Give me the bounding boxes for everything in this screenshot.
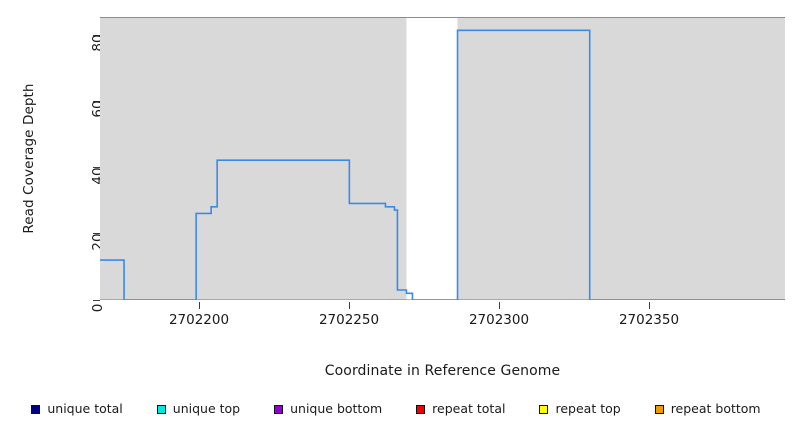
legend-item[interactable]: repeat top [539,400,621,416]
legend-swatch-icon [416,404,426,414]
y-tick-mark [93,299,100,301]
legend-label: repeat total [432,400,506,416]
legend-swatch-icon [156,404,166,414]
legend-swatch-icon [539,404,549,414]
legend-swatch-icon [31,404,41,414]
y-tick-mark [93,34,100,36]
legend-item[interactable]: unique total [31,400,123,416]
y-axis: 0 20 40 60 80 [0,0,106,432]
y-tick-mark [93,233,100,235]
legend-item[interactable]: unique bottom [274,400,383,416]
x-axis-title: Coordinate in Reference Genome [324,363,561,379]
series-line-unique-total [100,29,785,300]
legend-label: unique top [172,400,241,416]
coverage-gap-region [406,17,458,300]
legend-swatch-icon [654,404,664,414]
legend-item[interactable]: repeat total [416,400,506,416]
y-tick-mark [93,100,100,102]
x-tick-label: 2702250 [318,312,380,328]
plot-panel [100,17,785,300]
legend-label: repeat bottom [670,400,761,416]
x-tick-label: 2702300 [468,312,530,328]
x-tick-mark [198,302,200,309]
x-tick-label: 2702200 [168,312,230,328]
legend-item[interactable]: unique top [156,400,241,416]
legend-label: repeat top [555,400,621,416]
y-tick-mark [93,167,100,168]
x-axis: 2702200 2702250 2702300 2702350 [100,300,785,340]
plot-canvas [100,17,785,300]
legend-label: unique bottom [290,400,383,416]
legend-swatch-icon [274,404,284,414]
x-tick-mark [498,302,500,309]
legend-item[interactable]: repeat bottom [654,400,761,416]
x-tick-mark [348,302,350,309]
legend: unique total unique top unique bottom repea… [0,398,792,420]
legend-label: unique total [47,400,123,416]
x-tick-label: 2702350 [618,312,680,328]
x-tick-mark [648,302,650,309]
